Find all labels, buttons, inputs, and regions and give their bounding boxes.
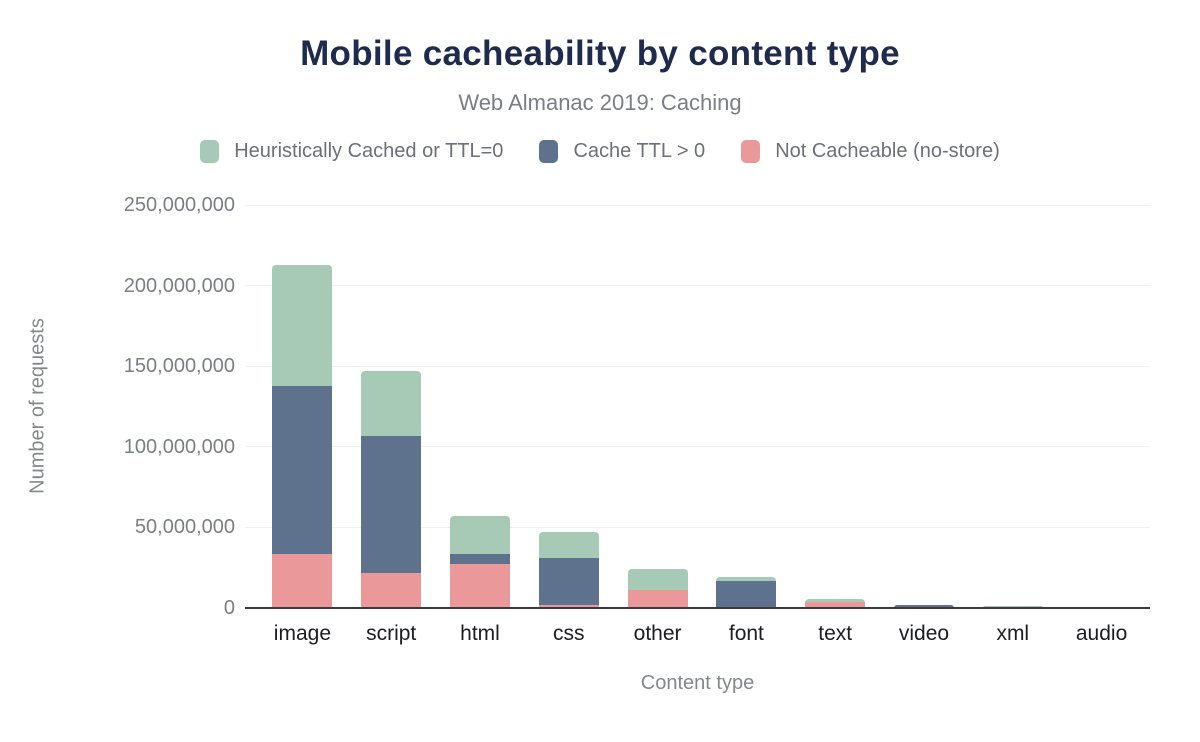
bar-segment-other xyxy=(627,590,688,608)
bar-segment-script xyxy=(361,572,422,608)
red-square-icon xyxy=(741,140,761,163)
y-tick-label: 50,000,000 xyxy=(134,516,235,539)
bar-column-html: html xyxy=(436,205,525,645)
bar-segment-image xyxy=(272,265,333,387)
bar-segment-font xyxy=(716,576,777,581)
x-tick-label-html: html xyxy=(460,622,500,645)
x-tick-label-video: video xyxy=(898,622,950,645)
gridline xyxy=(245,285,1150,287)
bar-column-font: font xyxy=(702,205,791,645)
bar-column-video: video xyxy=(880,205,969,645)
bar-segment-image xyxy=(272,554,333,608)
bar-segment-css xyxy=(538,532,599,559)
bar-column-audio: audio xyxy=(1057,205,1146,645)
bar-video xyxy=(893,604,954,608)
x-tick-label-script: script xyxy=(366,622,417,645)
chart-title: Mobile cacheability by content type xyxy=(300,34,900,73)
plot-area: Content type 0 50,000,000 100,000,000 150,0… xyxy=(124,194,1150,694)
gridline xyxy=(245,446,1150,448)
bar-segment-html xyxy=(449,554,510,565)
x-tick-label-audio: audio xyxy=(1075,622,1128,645)
y-tick-label: 200,000,000 xyxy=(123,274,235,297)
green-square-icon xyxy=(200,140,220,163)
legend-label: Heuristically Cached or TTL=0 xyxy=(234,140,504,162)
bar-segment-text xyxy=(805,602,866,608)
bar-column-image: image xyxy=(258,205,347,645)
bar-segment-html xyxy=(449,564,510,608)
bar-other xyxy=(627,569,688,608)
bar-column-xml: xml xyxy=(968,205,1057,645)
legend-item-cache-ttl: Cache TTL > 0 xyxy=(539,140,705,163)
y-tick-label: 150,000,000 xyxy=(123,355,235,378)
legend-item-not-cacheable: Not Cacheable (no-store) xyxy=(741,140,1000,163)
bar-xml xyxy=(982,605,1043,608)
bar-column-other: other xyxy=(613,205,702,645)
bar-segment-script xyxy=(361,371,422,436)
gridline xyxy=(245,365,1150,367)
x-tick-label-xml: xml xyxy=(996,622,1030,645)
blue-square-icon xyxy=(539,140,559,163)
gridline xyxy=(245,526,1150,528)
legend-label: Cache TTL > 0 xyxy=(573,140,706,162)
bar-segment-text xyxy=(805,599,866,603)
legend: Heuristically Cached or TTL=0 Cache TTL … xyxy=(0,140,1200,163)
x-axis-line xyxy=(245,607,1150,609)
bar-segment-xml xyxy=(982,605,1043,608)
x-tick-label-image: image xyxy=(273,622,331,645)
bar-segment-css xyxy=(538,558,599,605)
bar-column-script: script xyxy=(347,205,436,645)
y-axis-title: Number of requests xyxy=(26,318,49,494)
x-tick-label-text: text xyxy=(818,622,853,645)
y-tick-label: 0 xyxy=(223,597,235,619)
x-tick-label-other: other xyxy=(633,622,682,645)
bar-html xyxy=(449,516,510,608)
legend-item-heuristically-cached: Heuristically Cached or TTL=0 xyxy=(200,140,503,163)
x-tick-label-css: css xyxy=(553,622,585,645)
bar-segment-image xyxy=(272,386,333,554)
bar-css xyxy=(538,532,599,608)
y-tick-label: 100,000,000 xyxy=(123,435,235,458)
gridline xyxy=(245,204,1150,206)
bar-script xyxy=(361,371,422,608)
bar-segment-script xyxy=(361,435,422,573)
bar-segment-html xyxy=(449,516,510,555)
legend-label: Not Cacheable (no-store) xyxy=(775,140,1000,162)
bar-column-css: css xyxy=(524,205,613,645)
bar-segment-video xyxy=(893,604,954,608)
bar-font xyxy=(716,576,777,608)
bar-segment-css xyxy=(538,604,599,608)
x-tick-label-font: font xyxy=(728,622,764,645)
bars-area: image script html css other font text video xml a… xyxy=(258,205,1146,645)
bar-image xyxy=(272,265,333,608)
bar-segment-other xyxy=(627,569,688,591)
bar-text xyxy=(805,599,866,608)
x-axis-title: Content type xyxy=(640,672,755,694)
bar-column-text: text xyxy=(791,205,880,645)
y-tick-label: 250,000,000 xyxy=(123,194,235,216)
bar-segment-font xyxy=(716,580,777,608)
chart-subtitle: Web Almanac 2019: Caching xyxy=(458,90,742,115)
